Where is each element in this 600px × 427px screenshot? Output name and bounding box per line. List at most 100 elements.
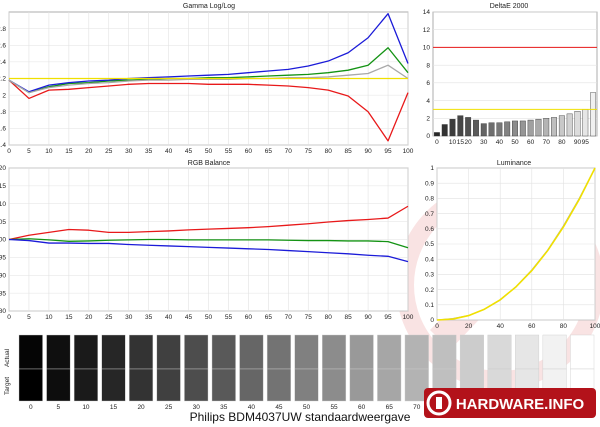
rgb-y-tick-label: 90	[0, 272, 6, 279]
deltae-x-tick-label: 10	[449, 139, 457, 146]
luminance-y-tick-label: 1	[430, 165, 434, 172]
deltae-bar	[574, 110, 581, 137]
luminance-panel: Luminance 00.10.20.30.40.50.60.70.80.910…	[425, 160, 600, 330]
deltae-bar	[566, 113, 573, 137]
deltae-bar	[558, 115, 565, 137]
swatch-actual	[349, 334, 374, 370]
gamma-x-tick-label: 75	[305, 148, 313, 155]
swatch-actual	[101, 334, 126, 370]
swatch-label: 35	[220, 404, 228, 411]
gamma-x-tick-label: 30	[125, 148, 133, 155]
gamma-x-tick-label: 95	[384, 148, 392, 155]
deltae-y-tick-label: 8	[426, 62, 430, 69]
luminance-y-tick-label: 0.9	[425, 180, 434, 187]
swatch-target	[404, 368, 429, 402]
luminance-y-tick-label: 0.4	[425, 256, 434, 263]
luminance-x-tick-label: 100	[590, 323, 600, 330]
gamma-y-tick-label: 2.2	[0, 76, 6, 83]
swatch-actual	[18, 334, 43, 370]
gamma-series-gray	[8, 64, 409, 94]
gamma-series-green	[8, 47, 409, 94]
luminance-x-tick-label: 40	[497, 323, 505, 330]
rgb-x-tick-label: 40	[165, 314, 173, 321]
swatch-target	[46, 368, 71, 402]
swatch-actual	[211, 334, 236, 370]
gamma-x-tick-label: 80	[325, 148, 333, 155]
swatch-actual	[294, 334, 319, 370]
luminance-y-tick-label: 0.7	[425, 211, 434, 218]
deltae-x-tick-label: 70	[543, 139, 551, 146]
gamma-x-tick-label: 90	[364, 148, 372, 155]
deltae-y-tick-label: 12	[423, 27, 431, 34]
swatch-target	[377, 368, 402, 402]
rgb-series-red	[8, 205, 409, 241]
deltae-title: DeltaE 2000	[490, 3, 529, 10]
caption: Philips BDM4037UW standaardweergave	[189, 410, 411, 424]
swatch-actual	[432, 334, 457, 370]
row-label-target: Target	[4, 377, 11, 395]
swatch-label: 50	[303, 404, 311, 411]
gamma-x-tick-label: 35	[145, 148, 153, 155]
deltae-x-tick-label: 20	[465, 139, 473, 146]
gamma-y-tick-label: 1.6	[0, 126, 6, 133]
deltae-y-tick-label: 14	[423, 9, 431, 16]
gamma-x-tick-label: 10	[45, 148, 53, 155]
swatch-label: 15	[110, 404, 118, 411]
deltae-bar	[480, 123, 487, 137]
deltae-bar	[590, 92, 597, 137]
gamma-title: Gamma Log/Log	[183, 3, 235, 10]
rgb-x-tick-label: 25	[105, 314, 113, 321]
gamma-series-blue	[8, 13, 409, 93]
deltae-x-tick-label: 30	[480, 139, 488, 146]
rgb-y-tick-label: 85	[0, 290, 6, 297]
swatch-label: 40	[248, 404, 256, 411]
rgb-x-tick-label: 80	[325, 314, 333, 321]
swatch-label: 45	[275, 404, 283, 411]
luminance-series-yellow	[436, 167, 596, 321]
gamma-x-tick-label: 85	[345, 148, 353, 155]
rgb-balance-panel: RGB Balance 80 85 90 95 100 105 110 115 120 0 5 10 1…	[0, 160, 414, 321]
deltae-y-tick-label: 10	[423, 45, 431, 52]
rgb-x-tick-label: 30	[125, 314, 133, 321]
deltae-x-tick-label: 60	[527, 139, 535, 146]
rgb-x-tick-label: 75	[305, 314, 313, 321]
rgb-x-tick-label: 20	[85, 314, 93, 321]
rgb-x-tick-label: 95	[384, 314, 392, 321]
swatch-target	[322, 368, 347, 402]
swatch-actual	[570, 334, 595, 370]
swatch-target	[73, 368, 98, 402]
rgb-y-tick-label: 120	[0, 165, 6, 172]
rgb-x-tick-label: 0	[7, 314, 11, 321]
deltae-bar	[449, 118, 456, 137]
luminance-y-tick-label: 0.5	[425, 241, 434, 248]
gamma-x-tick-label: 60	[245, 148, 253, 155]
swatch-actual	[515, 334, 540, 370]
gamma-x-tick-label: 70	[285, 148, 293, 155]
luminance-y-tick-label: 0	[430, 317, 434, 324]
rgb-x-tick-label: 45	[185, 314, 193, 321]
gamma-y-tick-label: 2.4	[0, 59, 6, 66]
gamma-x-tick-label: 50	[205, 148, 213, 155]
row-label-actual: Actual	[4, 348, 11, 367]
grayscale-swatches: Actual Target 0 5 10 15 20 25 30 35 40 45 50 55 60 65…	[4, 334, 595, 411]
swatch-actual	[184, 334, 209, 370]
luminance-x-tick-label: 20	[465, 323, 473, 330]
deltae-x-tick-label: 80	[558, 139, 566, 146]
rgb-x-tick-label: 65	[265, 314, 273, 321]
swatch-target	[101, 368, 126, 402]
gamma-x-tick-label: 20	[85, 148, 93, 155]
deltae-bar	[512, 120, 518, 137]
deltae-bar	[457, 115, 464, 137]
deltae-x-tick-label: 15	[457, 139, 465, 146]
deltae-bar	[519, 120, 526, 137]
deltae-bar	[551, 117, 557, 137]
swatch-target	[156, 368, 181, 402]
gamma-x-tick-label: 100	[403, 148, 414, 155]
gamma-x-tick-label: 65	[265, 148, 273, 155]
gamma-y-tick-label: 2.8	[0, 26, 6, 33]
swatch-target	[349, 368, 374, 402]
deltae-y-tick-label: 6	[426, 80, 430, 87]
swatch-actual	[377, 334, 402, 370]
